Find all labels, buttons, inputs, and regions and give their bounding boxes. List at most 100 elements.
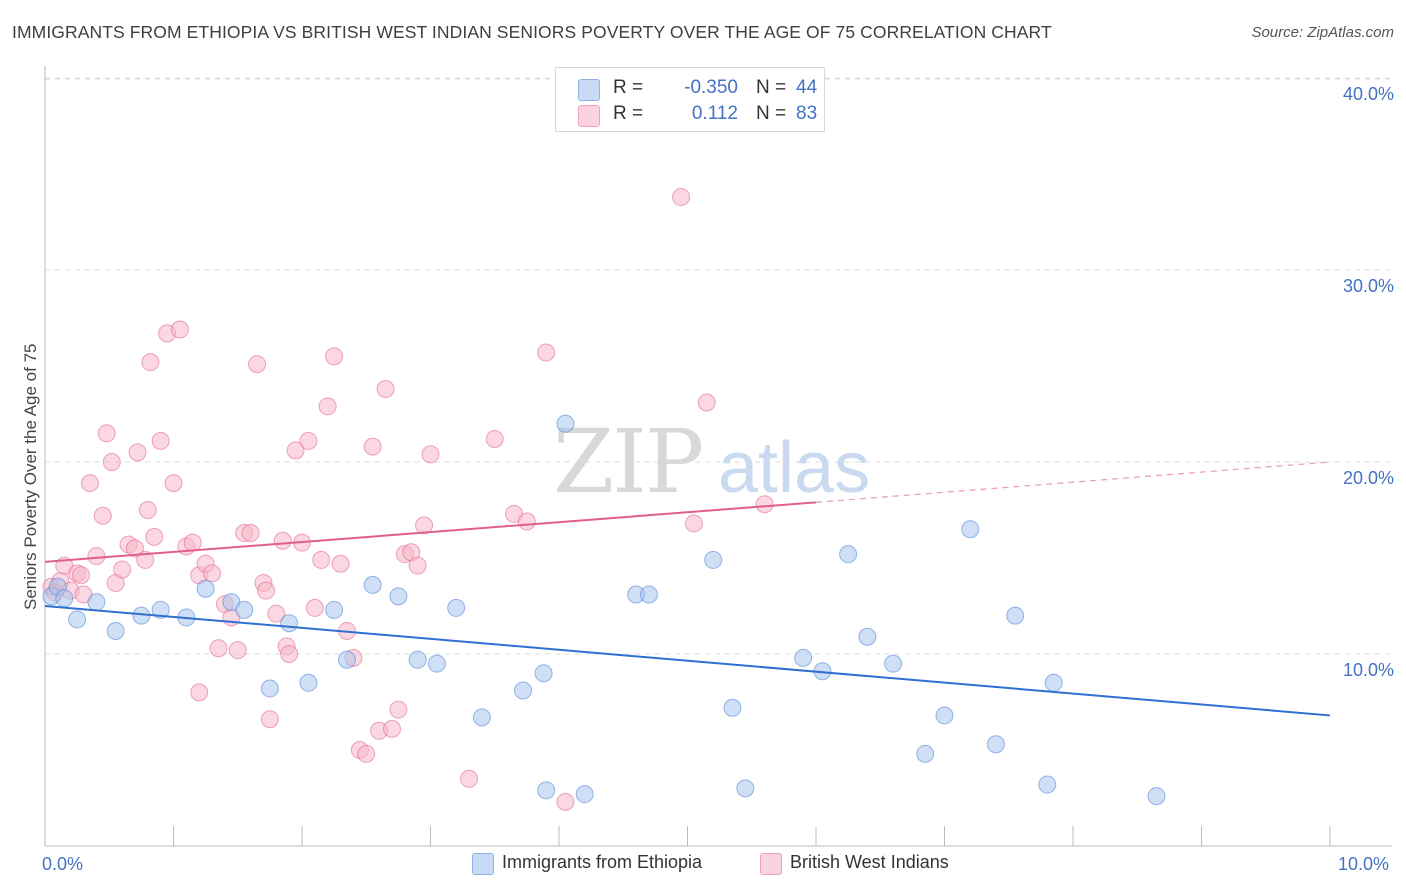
series-immigrants-from-ethiopia — [42, 414, 1166, 806]
data-point — [389, 587, 408, 606]
data-point — [257, 581, 276, 600]
watermark-atlas: atlas — [718, 428, 870, 508]
trend-line-ethiopia — [44, 605, 1331, 717]
data-point — [697, 393, 716, 412]
data-point — [755, 495, 774, 514]
data-point — [961, 520, 980, 539]
bottom-legend-label: Immigrants from Ethiopia — [502, 852, 703, 872]
axes — [44, 66, 1392, 847]
data-point — [723, 698, 742, 717]
data-point — [125, 539, 144, 558]
data-point — [556, 792, 575, 811]
data-point — [1044, 673, 1063, 692]
y-axis-label: Seniors Poverty Over the Age of 75 — [21, 343, 40, 610]
data-point — [286, 441, 305, 460]
data-point — [684, 514, 703, 533]
trend-line-bwi-extension — [815, 461, 1331, 503]
legend: R = -0.350 N = 44 R = 0.112 N = 83 — [555, 67, 825, 132]
legend-swatch-ethiopia — [578, 79, 600, 101]
data-point — [537, 343, 556, 362]
data-point — [514, 681, 533, 700]
data-point — [421, 445, 440, 464]
data-point — [203, 564, 222, 583]
data-point — [460, 769, 479, 788]
data-point — [534, 664, 553, 683]
data-point — [363, 575, 382, 594]
data-point — [331, 554, 350, 573]
data-point — [325, 347, 344, 366]
source-label: Source: ZipAtlas.com — [1251, 24, 1394, 41]
data-point — [704, 550, 723, 569]
data-point — [260, 679, 279, 698]
legend-n-value: 44 — [796, 77, 818, 98]
data-point — [87, 547, 106, 566]
data-point — [1006, 606, 1025, 625]
watermark-zip: ZIP — [553, 410, 702, 513]
data-point — [517, 512, 536, 531]
data-point — [325, 600, 344, 619]
x-tick-max: 10.0% — [1338, 854, 1390, 874]
data-point — [55, 589, 74, 608]
legend-r-label: R = — [613, 77, 644, 98]
data-point — [794, 648, 813, 667]
legend-swatch-bwi — [578, 105, 600, 127]
data-point — [113, 560, 132, 579]
data-point — [427, 654, 446, 673]
y-tick-label: 20.0% — [1342, 468, 1394, 488]
data-point — [415, 516, 434, 535]
data-point — [447, 598, 466, 617]
data-point — [1038, 775, 1057, 794]
data-point — [170, 320, 189, 339]
data-point — [916, 744, 935, 763]
data-point — [87, 593, 106, 612]
data-point — [235, 600, 254, 619]
data-point — [376, 380, 395, 399]
data-point — [672, 188, 691, 207]
data-point — [209, 639, 228, 658]
data-point — [408, 556, 427, 575]
data-point — [318, 397, 337, 416]
data-point — [299, 673, 318, 692]
data-point — [357, 744, 376, 763]
data-point — [639, 585, 658, 604]
bottom-legend-swatch-ethiopia — [472, 853, 494, 875]
data-point — [241, 524, 260, 543]
data-point — [858, 627, 877, 646]
data-point — [260, 710, 279, 729]
data-point — [164, 474, 183, 493]
data-point — [986, 735, 1005, 754]
data-point — [472, 708, 491, 727]
data-point — [1147, 787, 1166, 806]
data-point — [228, 641, 247, 660]
trend-line-bwi — [44, 501, 817, 563]
data-point — [273, 531, 292, 550]
legend-n-label: N = — [756, 77, 787, 98]
data-point — [141, 353, 160, 372]
data-point — [128, 443, 147, 462]
data-point — [151, 600, 170, 619]
y-tick-label: 30.0% — [1342, 276, 1394, 296]
data-point — [151, 431, 170, 450]
data-point — [248, 355, 267, 374]
data-point — [337, 650, 356, 669]
data-point — [884, 654, 903, 673]
chart-title: IMMIGRANTS FROM ETHIOPIA VS BRITISH WEST… — [12, 22, 1052, 42]
bottom-legend-swatch-bwi — [760, 853, 782, 875]
data-point — [363, 437, 382, 456]
trend-lines — [44, 461, 1331, 717]
x-tick-min: 0.0% — [42, 854, 84, 874]
data-point — [145, 527, 164, 546]
legend-r-label: R = — [613, 103, 644, 124]
y-tick-label: 10.0% — [1342, 660, 1394, 680]
bottom-legend-label: British West Indians — [790, 852, 949, 872]
data-point — [312, 550, 331, 569]
data-point — [183, 533, 202, 552]
data-point — [68, 610, 87, 629]
data-point — [839, 545, 858, 564]
gridlines — [45, 77, 1392, 655]
data-point — [280, 614, 299, 633]
legend-n-label: N = — [756, 103, 787, 124]
data-point — [106, 621, 125, 640]
data-point — [71, 566, 90, 585]
